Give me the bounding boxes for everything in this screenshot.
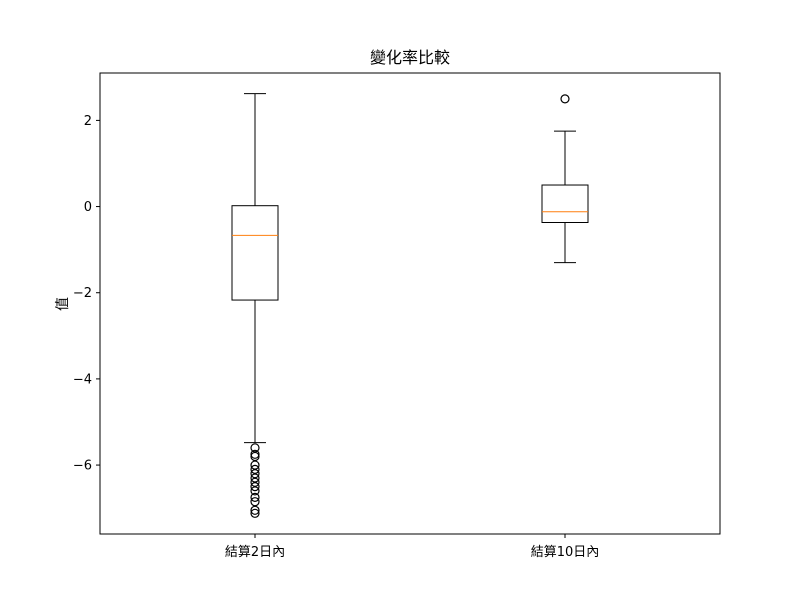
- box-iqr: [541, 184, 589, 224]
- chart-title: 變化率比較: [370, 48, 450, 67]
- outlier-point: [250, 505, 260, 515]
- y-tick-label: −4: [73, 372, 92, 387]
- x-axis: 結算2日內 結算10日內: [225, 534, 599, 560]
- outlier-point: [250, 477, 260, 487]
- outlier-point: [250, 492, 260, 502]
- y-axis: 2 0 −2 −4 −6: [73, 114, 100, 474]
- outlier-point: [250, 460, 260, 470]
- outlier-point: [250, 469, 260, 479]
- plot-frame: [99, 72, 721, 535]
- outlier-point: [250, 464, 260, 474]
- x-tick-label: 結算10日內: [531, 545, 600, 560]
- outlier-point: [250, 482, 260, 492]
- box-series: [231, 93, 589, 518]
- outlier-point: [250, 486, 260, 496]
- outlier-point: [250, 508, 260, 518]
- outlier-point: [250, 473, 260, 483]
- y-axis-label: 值: [55, 297, 71, 311]
- outlier-point: [250, 497, 260, 507]
- outlier-point: [250, 451, 260, 462]
- box-iqr: [231, 205, 279, 301]
- outlier-point: [250, 443, 260, 453]
- y-tick-label: 2: [84, 114, 92, 129]
- y-tick-label: −2: [73, 286, 92, 301]
- box-group: [231, 93, 279, 518]
- y-tick-label: −6: [73, 459, 92, 474]
- box-group: [541, 94, 589, 264]
- y-tick-label: 0: [84, 200, 92, 215]
- outlier-point: [560, 94, 570, 104]
- x-tick-label: 結算2日內: [225, 545, 285, 560]
